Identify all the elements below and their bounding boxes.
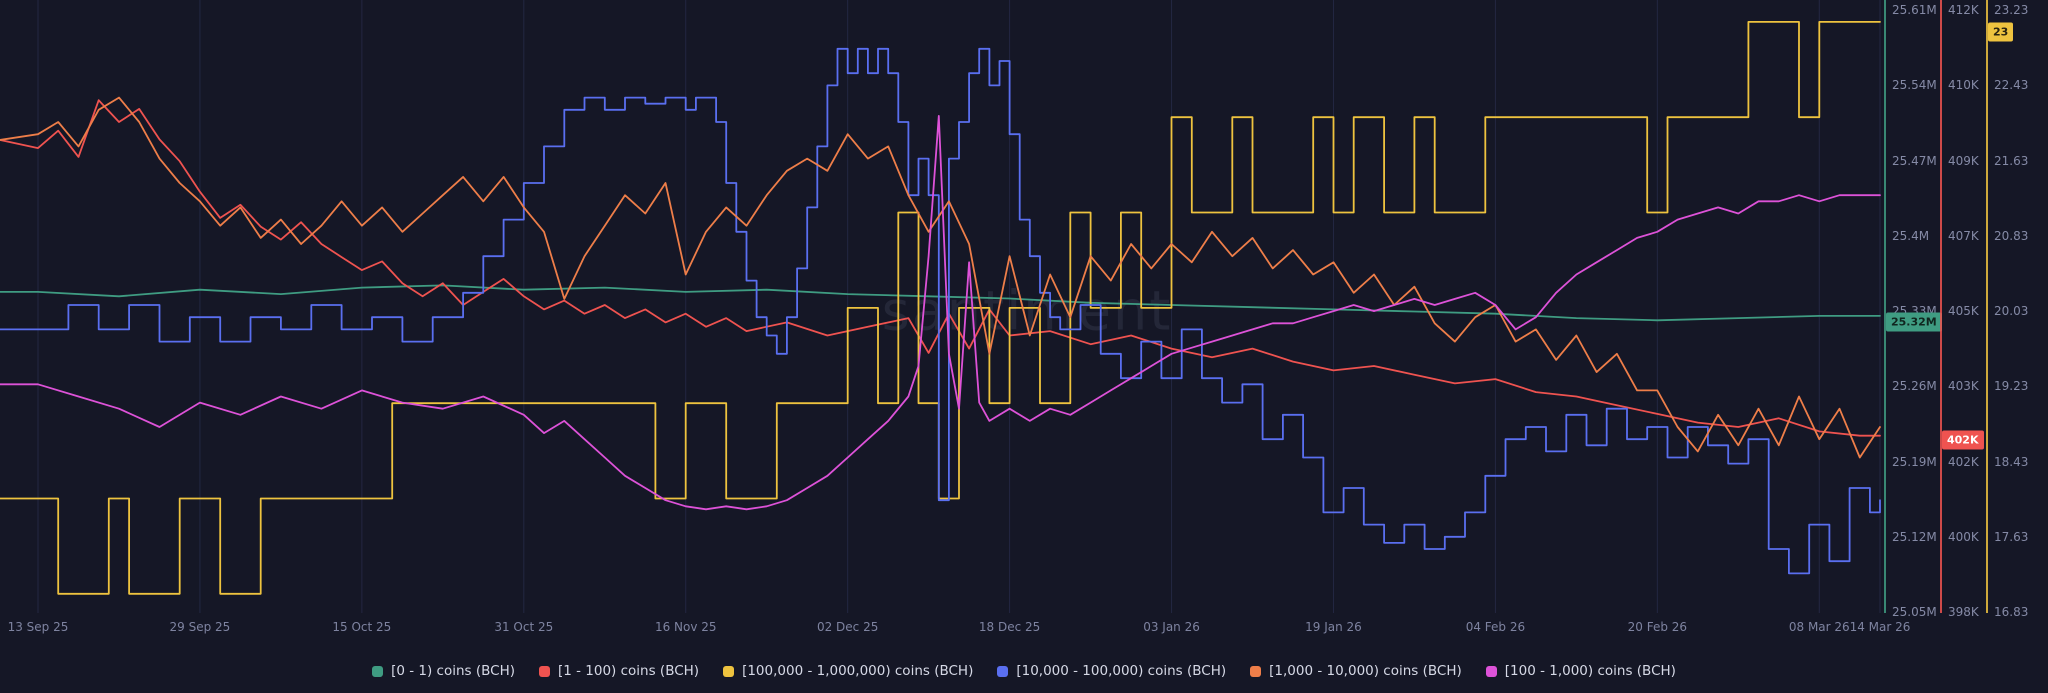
- current-value-badge-axis-0-1: 25.32M: [1886, 312, 1942, 332]
- series-line-1k-10k: [0, 96, 1881, 459]
- x-axis-label-19-jan-26: 19 Jan 26: [1305, 620, 1362, 634]
- y-axis-label-axis-0-1: 25.33M: [1892, 304, 1937, 318]
- series-line-10k-100k: [0, 47, 1881, 575]
- x-axis-label-14-mar-26: 14 Mar 26: [1849, 620, 1911, 634]
- y-axis-label-axis-100k-1m: 19.23: [1994, 379, 2029, 394]
- x-axis-label-16-nov-25: 16 Nov 25: [654, 620, 717, 634]
- axis-spine-axis-0-1: [1884, 0, 1886, 613]
- y-axis-label-axis-1-100: 407K: [1948, 228, 1979, 243]
- y-axis-label-axis-100k-1m: 16.83: [1994, 605, 2029, 619]
- legend-label-1-100: [1 - 100) coins (BCH): [557, 663, 700, 679]
- legend-swatch-100-1k: [1485, 665, 1497, 677]
- chart-legend: [0 - 1) coins (BCH) [1 - 100) coins (BCH)…: [0, 658, 2048, 684]
- y-axis-label-axis-100k-1m: 20.03: [1994, 304, 2029, 318]
- series-lines-layer: [0, 21, 1881, 595]
- legend-label-100k-1m: [100,000 - 1,000,000) coins (BCH): [742, 663, 974, 679]
- y-axis-label-axis-1-100: 412K: [1948, 3, 1979, 17]
- current-value-badge-axis-1-100: 402K: [1942, 430, 1984, 450]
- y-axis-label-axis-1-100: 402K: [1948, 454, 1979, 469]
- legend-item-1-100[interactable]: [1 - 100) coins (BCH): [538, 663, 700, 679]
- y-axis-label-axis-1-100: 398K: [1948, 605, 1979, 619]
- y-axis-label-axis-0-1: 25.61M: [1892, 3, 1937, 17]
- x-axis-label-20-feb-26: 20 Feb 26: [1627, 620, 1688, 634]
- legend-swatch-10k-100k: [997, 665, 1009, 677]
- axis-spine-axis-100k-1m: [1986, 0, 1988, 613]
- x-axis-label-03-jan-26: 03 Jan 26: [1143, 620, 1200, 634]
- y-axis-label-axis-1-100: 403K: [1948, 379, 1979, 394]
- x-axis-label-04-feb-26: 04 Feb 26: [1465, 620, 1526, 634]
- series-line-100k-1m: [0, 21, 1881, 595]
- legend-label-10k-100k: [10,000 - 100,000) coins (BCH): [1016, 663, 1227, 679]
- y-axis-label-axis-100k-1m: 18.43: [1994, 454, 2029, 469]
- legend-swatch-1-100: [538, 665, 550, 677]
- y-axis-label-axis-100k-1m: 17.63: [1994, 529, 2029, 544]
- x-axis-label-18-dec-25: 18 Dec 25: [978, 620, 1041, 634]
- y-axis-label-axis-0-1: 25.12M: [1892, 529, 1937, 544]
- y-axis-label-axis-100k-1m: 23.23: [1994, 3, 2029, 17]
- series-line-1-100: [0, 99, 1881, 437]
- y-axis-label-axis-1-100: 409K: [1948, 153, 1979, 168]
- legend-label-100-1k: [100 - 1,000) coins (BCH): [1504, 663, 1676, 679]
- series-line-0-1: [0, 284, 1881, 322]
- y-axis-label-axis-100k-1m: 20.83: [1994, 228, 2029, 243]
- legend-item-100k-1m[interactable]: [100,000 - 1,000,000) coins (BCH): [723, 663, 973, 679]
- legend-label-1k-10k: [1,000 - 10,000) coins (BCH): [1269, 663, 1462, 679]
- x-axis-label-08-mar-26: 08 Mar 26: [1788, 620, 1850, 634]
- x-axis-label-02-dec-25: 02 Dec 25: [816, 620, 879, 634]
- y-axis-label-axis-0-1: 25.26M: [1892, 379, 1937, 394]
- legend-item-1k-10k[interactable]: [1,000 - 10,000) coins (BCH): [1250, 663, 1462, 679]
- y-axis-label-axis-100k-1m: 22.43: [1994, 78, 2029, 93]
- legend-item-10k-100k[interactable]: [10,000 - 100,000) coins (BCH): [997, 663, 1226, 679]
- x-axis-label-15-oct-25: 15 Oct 25: [332, 620, 392, 634]
- y-axis-label-axis-1-100: 405K: [1948, 304, 1979, 318]
- chart-plot-area[interactable]: santiment: [0, 0, 1884, 613]
- legend-item-100-1k[interactable]: [100 - 1,000) coins (BCH): [1485, 663, 1676, 679]
- legend-label-0-1: [0 - 1) coins (BCH): [391, 663, 515, 679]
- legend-swatch-0-1: [372, 665, 384, 677]
- x-axis-label-31-oct-25: 31 Oct 25: [494, 620, 554, 634]
- y-axis-label-axis-0-1: 25.19M: [1892, 454, 1937, 469]
- series-line-100-1k: [0, 115, 1881, 511]
- y-axis-label-axis-0-1: 25.54M: [1892, 78, 1937, 93]
- x-axis: 13 Sep 25 29 Sep 25 15 Oct 25 31 Oct 25 16 N…: [0, 620, 2048, 638]
- y-axis-label-axis-0-1: 25.05M: [1892, 605, 1937, 619]
- legend-swatch-100k-1m: [723, 665, 735, 677]
- current-value-badge-axis-100k-1m: 23: [1988, 22, 2014, 42]
- axis-spine-axis-1-100: [1940, 0, 1942, 613]
- y-axis-label-axis-100k-1m: 21.63: [1994, 153, 2029, 168]
- y-axis-label-axis-0-1: 25.4M: [1892, 228, 1930, 243]
- x-axis-label-29-sep-25: 29 Sep 25: [169, 620, 231, 634]
- legend-item-0-1[interactable]: [0 - 1) coins (BCH): [372, 663, 515, 679]
- y-axis-label-axis-1-100: 410K: [1948, 78, 1979, 93]
- y-axis-label-axis-0-1: 25.47M: [1892, 153, 1937, 168]
- legend-swatch-1k-10k: [1250, 665, 1262, 677]
- y-axis-label-axis-1-100: 400K: [1948, 529, 1979, 544]
- x-axis-label-13-sep-25: 13 Sep 25: [7, 620, 69, 634]
